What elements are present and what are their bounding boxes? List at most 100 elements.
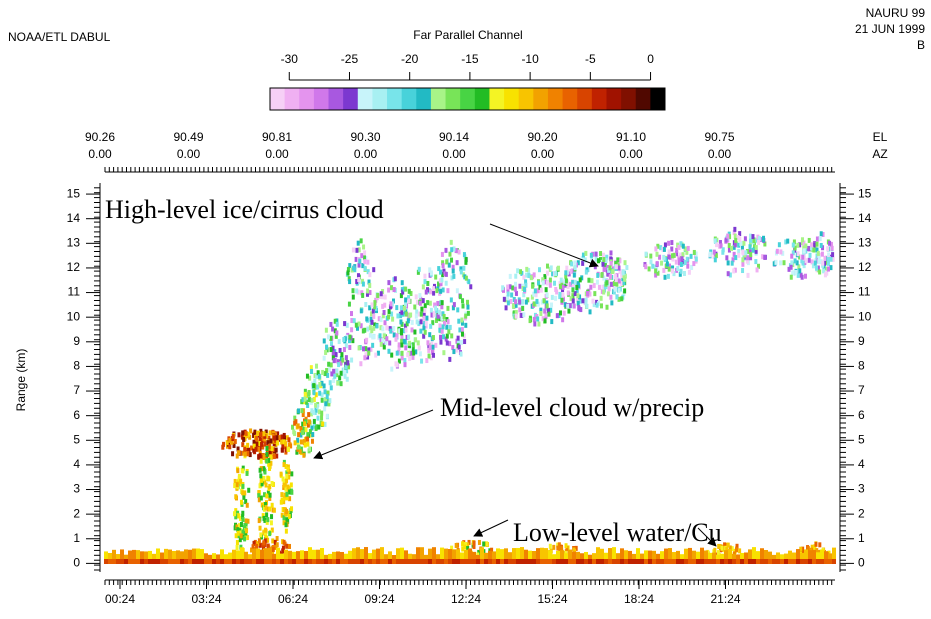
backscatter-pixel: [257, 447, 260, 452]
backscatter-pixel: [276, 440, 279, 445]
backscatter-pixel: [757, 240, 760, 245]
backscatter-pixel: [610, 300, 613, 305]
date: 21 JUN 1999: [855, 22, 925, 36]
backscatter-pixel: [550, 303, 553, 308]
backscatter-pixel: [413, 304, 416, 309]
backscatter-pixel: [380, 559, 384, 564]
backscatter-pixel: [450, 297, 453, 302]
backscatter-pixel: [752, 559, 756, 564]
backscatter-pixel: [446, 306, 449, 311]
backscatter-pixel: [713, 250, 716, 255]
panel: B: [917, 38, 925, 52]
backscatter-pixel: [779, 249, 782, 254]
backscatter-pixel: [284, 559, 288, 564]
backscatter-pixel: [384, 320, 387, 325]
backscatter-pixel: [236, 559, 240, 564]
backscatter-pixel: [416, 319, 419, 324]
backscatter-pixel: [196, 559, 200, 564]
colorbar-cell: [372, 88, 387, 110]
y-tick-label-right: 12: [858, 260, 872, 274]
backscatter-pixel: [452, 559, 456, 564]
backscatter-pixel: [680, 262, 683, 267]
backscatter-pixel: [362, 346, 365, 351]
backscatter-pixel: [306, 442, 309, 447]
backscatter-pixel: [798, 268, 801, 273]
backscatter-pixel: [388, 340, 391, 345]
backscatter-pixel: [772, 559, 776, 564]
backscatter-pixel: [428, 559, 432, 564]
backscatter-pixel: [804, 559, 808, 564]
backscatter-pixel: [512, 559, 516, 564]
backscatter-pixel: [456, 260, 459, 265]
backscatter-pixel: [204, 559, 208, 564]
backscatter-pixel: [734, 255, 737, 260]
backscatter-pixel: [727, 543, 730, 548]
backscatter-pixel: [330, 362, 333, 367]
backscatter-pixel: [383, 333, 386, 338]
backscatter-pixel: [464, 559, 468, 564]
backscatter-pixel: [346, 270, 349, 275]
backscatter-pixel: [385, 325, 388, 330]
backscatter-pixel: [519, 269, 522, 274]
backscatter-pixel: [572, 559, 576, 564]
backscatter-pixel: [408, 298, 411, 303]
el-value: 90.49: [173, 130, 203, 144]
colorbar-cell: [519, 88, 534, 110]
backscatter-pixel: [738, 237, 741, 242]
colorbar-cell: [460, 88, 475, 110]
backscatter-pixel: [790, 260, 793, 265]
backscatter-pixel: [275, 435, 278, 440]
y-tick-label: 11: [68, 285, 81, 299]
colorbar-cell: [285, 88, 300, 110]
backscatter-pixel: [636, 559, 640, 564]
backscatter-pixel: [651, 264, 654, 269]
backscatter-pixel: [263, 431, 266, 436]
backscatter-pixel: [671, 253, 674, 258]
backscatter-pixel: [801, 255, 804, 260]
backscatter-pixel: [364, 302, 367, 307]
backscatter-pixel: [732, 268, 735, 273]
backscatter-pixel: [616, 559, 620, 564]
backscatter-pixel: [419, 329, 422, 334]
backscatter-pixel: [600, 559, 604, 564]
backscatter-pixel: [693, 250, 696, 255]
backscatter-pixel: [236, 540, 239, 545]
backscatter-pixel: [372, 559, 376, 564]
backscatter-pixel: [596, 303, 599, 308]
backscatter-pixel: [432, 353, 435, 358]
backscatter-pixel: [442, 334, 445, 339]
backscatter-pixel: [609, 265, 612, 270]
backscatter-pixel: [414, 337, 417, 342]
backscatter-pixel: [544, 318, 547, 323]
backscatter-pixel: [585, 298, 588, 303]
backscatter-pixel: [664, 559, 668, 564]
backscatter-pixel: [446, 288, 449, 293]
backscatter-pixel: [358, 259, 361, 264]
backscatter-pixel: [450, 333, 453, 338]
colorbar-cell: [548, 88, 563, 110]
backscatter-pixel: [284, 441, 287, 446]
backscatter-pixel: [420, 307, 423, 312]
backscatter-pixel: [297, 423, 300, 428]
backscatter-pixel: [400, 310, 403, 315]
x-tick-label: 06:24: [278, 592, 308, 606]
backscatter-pixel: [336, 381, 339, 386]
backscatter-pixel: [365, 316, 368, 321]
backscatter-pixel: [602, 257, 605, 262]
backscatter-pixel: [423, 274, 426, 279]
backscatter-pixel: [640, 559, 644, 564]
backscatter-pixel: [717, 550, 720, 555]
colorbar-cell: [314, 88, 329, 110]
backscatter-pixel: [376, 559, 380, 564]
backscatter-pixel: [308, 446, 311, 451]
backscatter-pixel: [794, 270, 797, 275]
backscatter-pixel: [255, 436, 258, 441]
backscatter-pixel: [522, 275, 525, 280]
y-tick-label-right: 1: [858, 531, 865, 545]
backscatter-pixel: [596, 559, 600, 564]
backscatter-pixel: [520, 559, 524, 564]
backscatter-pixel: [533, 321, 536, 326]
backscatter-pixel: [461, 541, 464, 546]
backscatter-pixel: [325, 345, 328, 350]
backscatter-pixel: [576, 559, 580, 564]
